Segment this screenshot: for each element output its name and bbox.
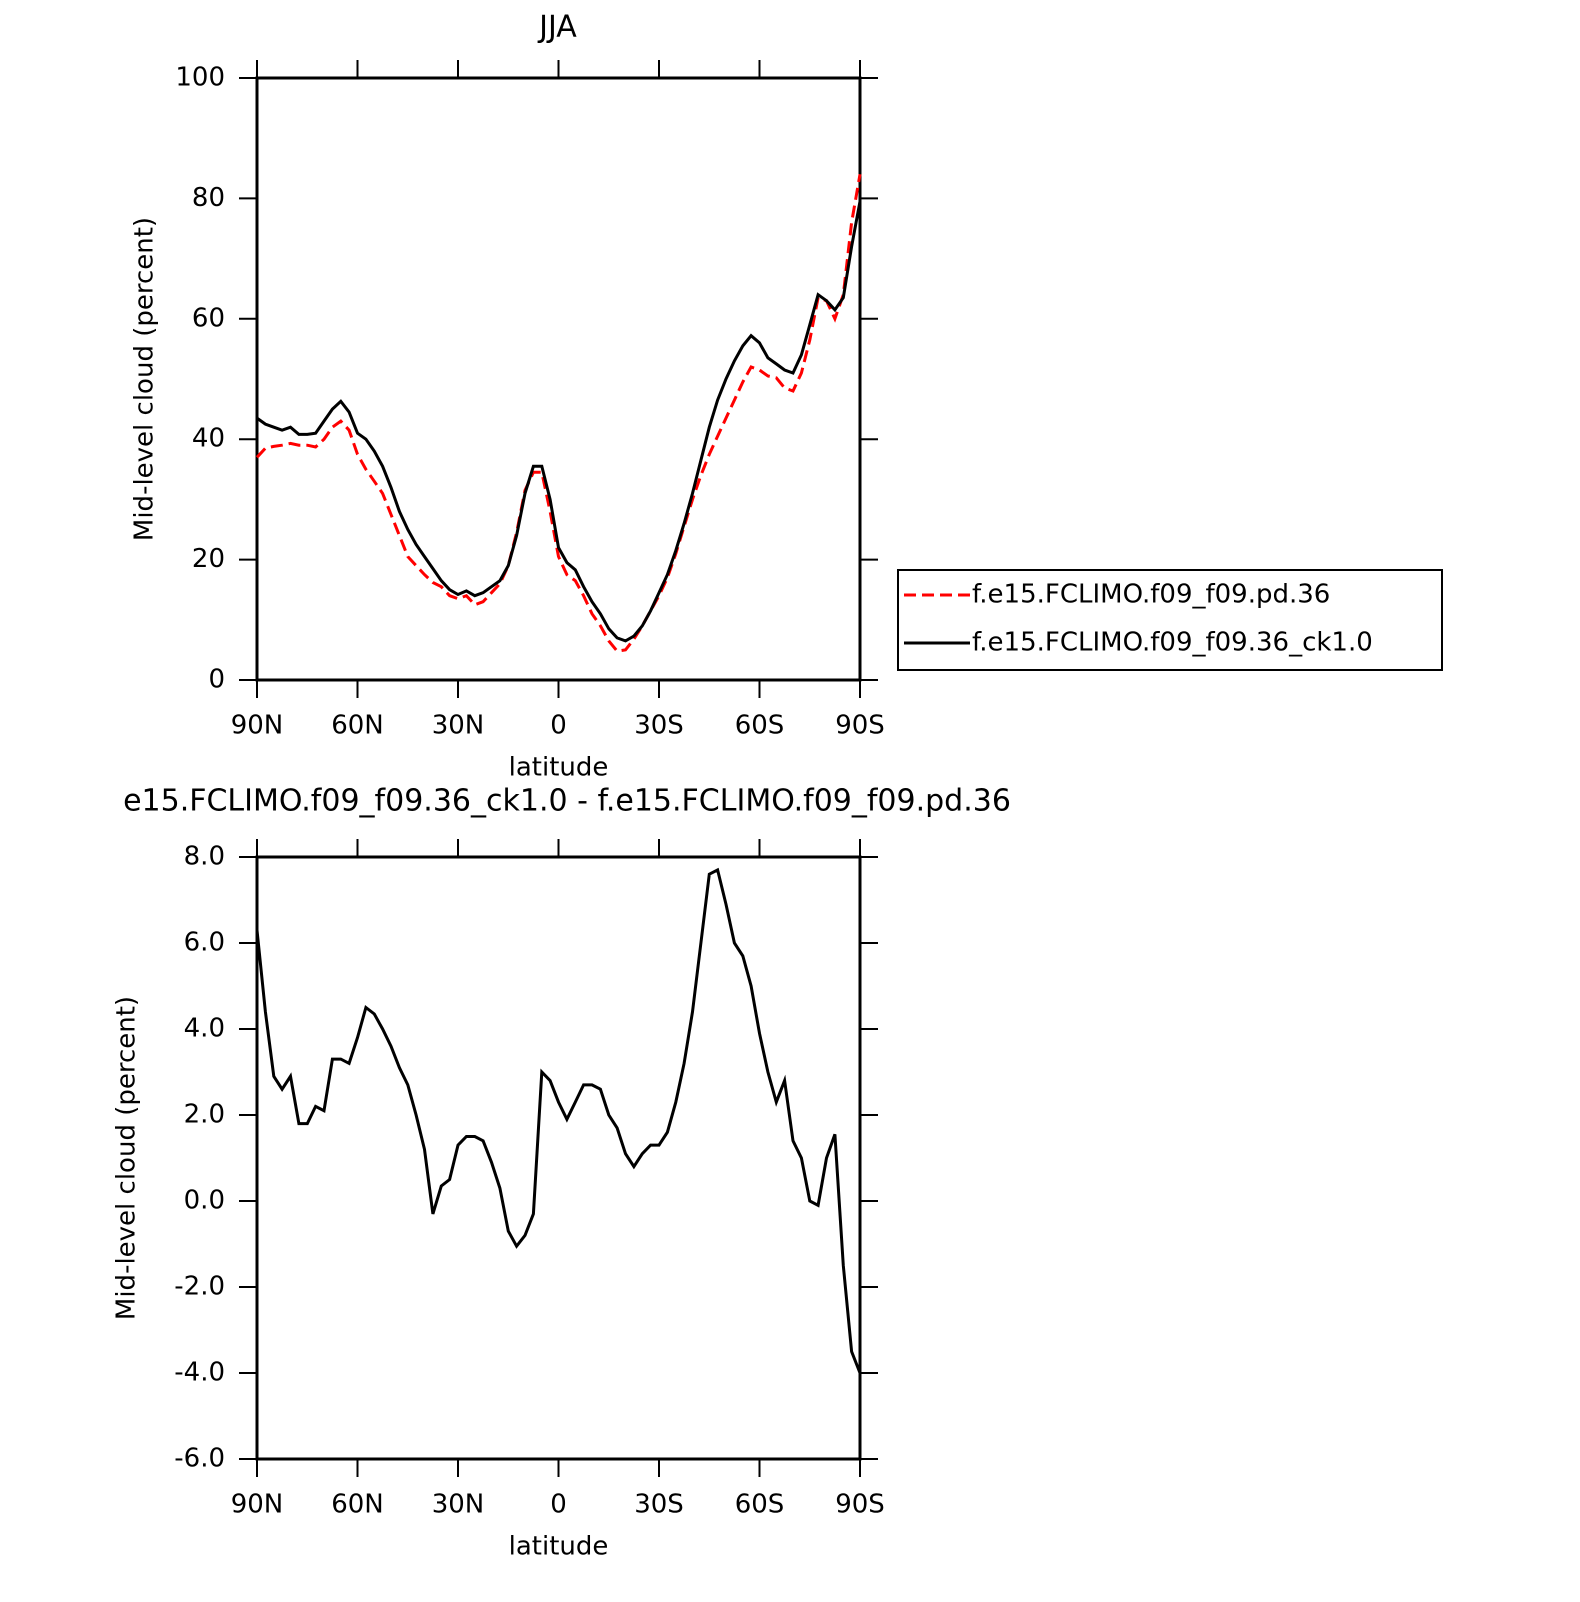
x-tick-label: 90S	[835, 1490, 885, 1520]
y-tick-label: 6.0	[184, 928, 225, 958]
x-tick-label: 90S	[835, 711, 885, 741]
x-tick-label: 0	[550, 711, 567, 741]
y-tick-label: 60	[192, 303, 225, 333]
y-tick-label: 40	[192, 424, 225, 454]
legend-box	[897, 569, 1443, 671]
legend-label: f.e15.FCLIMO.f09_f09.36_ck1.0	[972, 628, 1373, 658]
x-tick-label: 0	[550, 1490, 567, 1520]
y-axis-label: Mid-level cloud (percent)	[130, 217, 160, 541]
plot-frame	[255, 855, 862, 1461]
x-tick-label: 90N	[231, 711, 284, 741]
chart-title: JJA	[537, 10, 577, 45]
legend-label: f.e15.FCLIMO.f09_f09.pd.36	[972, 580, 1330, 610]
y-tick-label: 4.0	[184, 1014, 225, 1044]
y-tick-label: -6.0	[174, 1444, 225, 1474]
y-tick-label: -2.0	[174, 1272, 225, 1302]
data-line	[255, 867, 862, 1374]
x-tick-label: 60N	[331, 1490, 384, 1520]
chart-title: e15.FCLIMO.f09_f09.36_ck1.0 - f.e15.FCLI…	[123, 784, 1011, 819]
y-tick-label: 0.0	[184, 1186, 225, 1216]
x-tick-label: 30S	[634, 711, 684, 741]
y-axis-label: Mid-level cloud (percent)	[112, 996, 142, 1320]
x-axis-label: latitude	[509, 753, 609, 783]
y-tick-label: 8.0	[184, 842, 225, 872]
data-line	[255, 174, 862, 653]
y-tick-label: -4.0	[174, 1358, 225, 1388]
x-tick-label: 60S	[735, 711, 785, 741]
y-tick-label: 2.0	[184, 1100, 225, 1130]
y-tick-label: 20	[192, 544, 225, 574]
y-tick-label: 80	[192, 183, 225, 213]
plot-frame	[255, 76, 862, 682]
data-line	[256, 201, 862, 643]
y-tick-label: 0	[208, 665, 225, 695]
x-tick-label: 90N	[231, 1490, 284, 1520]
y-tick-label: 100	[175, 63, 225, 93]
x-tick-label: 60N	[331, 711, 384, 741]
x-axis-label: latitude	[509, 1532, 609, 1562]
x-tick-label: 60S	[735, 1490, 785, 1520]
x-tick-label: 30N	[432, 711, 485, 741]
x-tick-label: 30S	[634, 1490, 684, 1520]
x-tick-label: 30N	[432, 1490, 485, 1520]
